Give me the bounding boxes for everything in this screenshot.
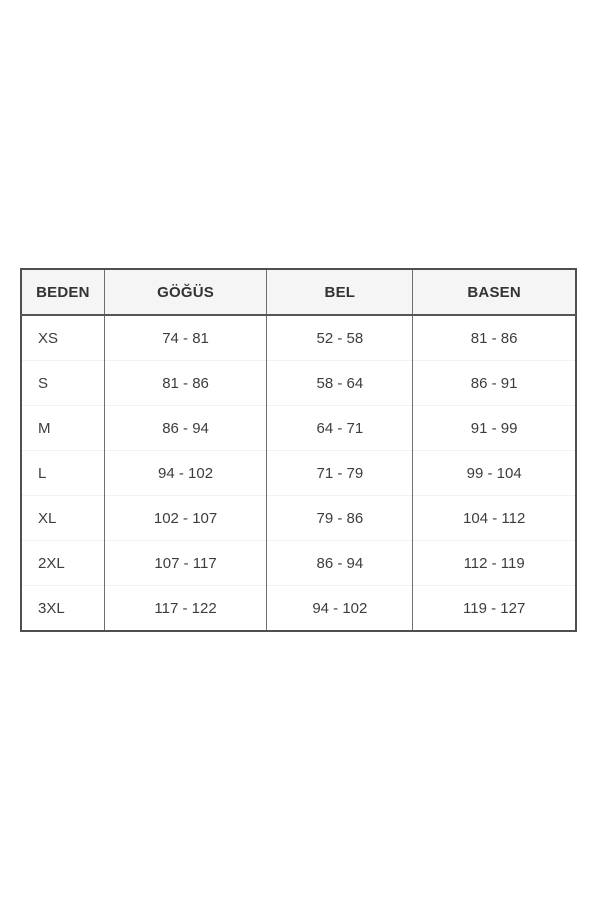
table-row-xs: XS 74 - 81 52 - 58 81 - 86 xyxy=(21,315,576,361)
header-bel: BEL xyxy=(266,269,413,316)
hip-range: 104 - 112 xyxy=(412,495,576,541)
header-gogus: GÖĞÜS xyxy=(103,269,267,316)
size-label: S xyxy=(21,360,105,406)
table-row-xl: XL 102 - 107 79 - 86 104 - 112 xyxy=(21,495,576,541)
waist-range: 64 - 71 xyxy=(266,405,413,451)
table-row-l: L 94 - 102 71 - 79 99 - 104 xyxy=(21,450,576,496)
waist-range: 94 - 102 xyxy=(266,585,413,631)
table-row-m: M 86 - 94 64 - 71 91 - 99 xyxy=(21,405,576,451)
waist-range: 86 - 94 xyxy=(266,540,413,586)
header-row: BEDEN GÖĞÜS BEL BASEN xyxy=(21,269,576,316)
hip-range: 81 - 86 xyxy=(412,315,576,361)
chest-range: 81 - 86 xyxy=(103,360,267,406)
size-label: XL xyxy=(21,495,105,541)
header-basen: BASEN xyxy=(412,269,576,316)
size-label: M xyxy=(21,405,105,451)
hip-range: 119 - 127 xyxy=(412,585,576,631)
waist-range: 58 - 64 xyxy=(266,360,413,406)
size-label: 2XL xyxy=(21,540,105,586)
chest-range: 86 - 94 xyxy=(103,405,267,451)
header-beden: BEDEN xyxy=(21,269,105,316)
table-row-3xl: 3XL 117 - 122 94 - 102 119 - 127 xyxy=(21,585,576,631)
size-chart-table: BEDEN GÖĞÜS BEL BASEN XS 74 - 81 52 - 58… xyxy=(20,268,577,632)
size-label: 3XL xyxy=(21,585,105,631)
chest-range: 117 - 122 xyxy=(103,585,267,631)
table-row-2xl: 2XL 107 - 117 86 - 94 112 - 119 xyxy=(21,540,576,586)
hip-range: 91 - 99 xyxy=(412,405,576,451)
chest-range: 74 - 81 xyxy=(103,315,267,361)
waist-range: 52 - 58 xyxy=(266,315,413,361)
table-row-s: S 81 - 86 58 - 64 86 - 91 xyxy=(21,360,576,406)
waist-range: 71 - 79 xyxy=(266,450,413,496)
size-label: XS xyxy=(38,329,59,347)
chest-range: 94 - 102 xyxy=(103,450,267,496)
hip-range: 86 - 91 xyxy=(412,360,576,406)
hip-range: 112 - 119 xyxy=(412,540,576,586)
chest-range: 102 - 107 xyxy=(103,495,267,541)
size-chart-container: BEDEN GÖĞÜS BEL BASEN XS 74 - 81 52 - 58… xyxy=(20,268,577,632)
chest-range: 107 - 117 xyxy=(103,540,267,586)
hip-range: 99 - 104 xyxy=(412,450,576,496)
size-label: L xyxy=(21,450,105,496)
waist-range: 79 - 86 xyxy=(266,495,413,541)
